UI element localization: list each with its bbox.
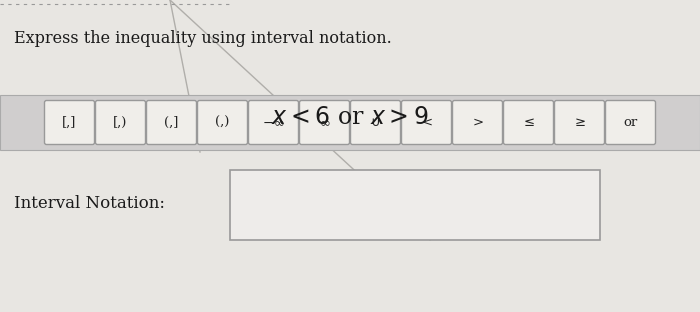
FancyBboxPatch shape <box>95 100 146 144</box>
Text: $<$: $<$ <box>419 116 433 129</box>
Text: or: or <box>624 116 638 129</box>
FancyBboxPatch shape <box>554 100 605 144</box>
Text: $\infty$: $\infty$ <box>318 116 330 129</box>
Text: $\geq$: $\geq$ <box>573 116 587 129</box>
Text: [,): [,) <box>113 116 127 129</box>
Text: $\leq$: $\leq$ <box>522 116 536 129</box>
FancyBboxPatch shape <box>351 100 400 144</box>
FancyBboxPatch shape <box>402 100 452 144</box>
FancyBboxPatch shape <box>452 100 503 144</box>
FancyBboxPatch shape <box>248 100 298 144</box>
FancyBboxPatch shape <box>146 100 197 144</box>
Bar <box>230 170 600 240</box>
FancyBboxPatch shape <box>197 100 248 144</box>
FancyBboxPatch shape <box>503 100 554 144</box>
Text: (,]: (,] <box>164 116 178 129</box>
Text: $>$: $>$ <box>470 116 484 129</box>
Text: (,): (,) <box>216 116 230 129</box>
Text: $x < 6$ or $x > 9$: $x < 6$ or $x > 9$ <box>271 105 429 129</box>
Text: Interval Notation:: Interval Notation: <box>14 196 165 212</box>
FancyBboxPatch shape <box>45 100 94 144</box>
FancyBboxPatch shape <box>606 100 655 144</box>
Text: $\cup$: $\cup$ <box>370 116 381 129</box>
Text: [,]: [,] <box>62 116 77 129</box>
FancyBboxPatch shape <box>300 100 349 144</box>
Text: $-\infty$: $-\infty$ <box>262 116 285 129</box>
Text: Express the inequality using interval notation.: Express the inequality using interval no… <box>14 30 392 47</box>
Bar <box>0 95 700 150</box>
